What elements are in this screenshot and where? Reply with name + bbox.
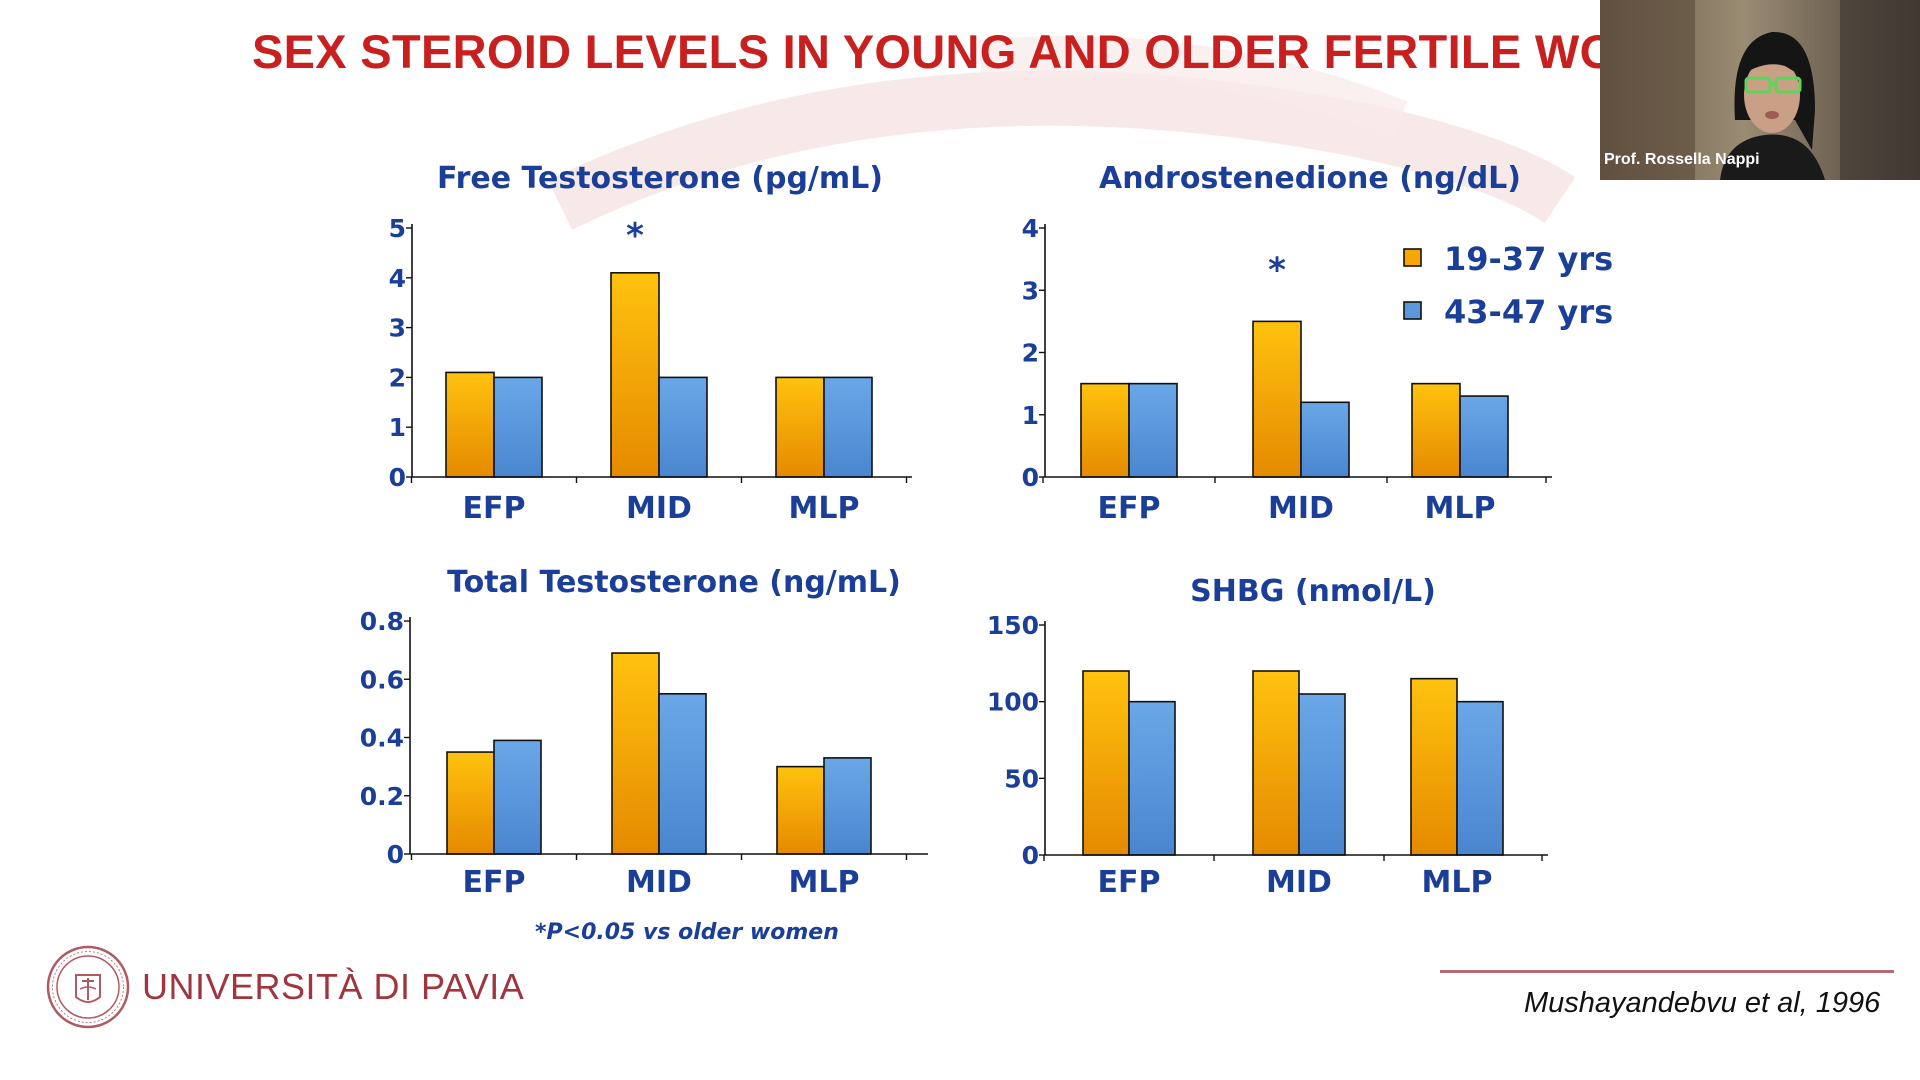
category-label-mid: MID — [626, 865, 692, 900]
bar-mlp-series-2 — [1459, 395, 1509, 478]
category-label-mlp: MLP — [789, 491, 860, 526]
speaker-video-frame-icon — [1600, 0, 1920, 180]
significance-asterisk: * — [626, 216, 644, 256]
bar-efp-series-1 — [445, 371, 495, 478]
y-tick-label: 0 — [1022, 463, 1039, 492]
y-tick-label: 5 — [389, 214, 406, 243]
legend-swatch-1 — [1403, 248, 1422, 267]
bar-efp-series-2 — [1128, 700, 1176, 856]
bar-mid-series-2 — [1300, 401, 1350, 478]
category-label-efp: EFP — [463, 865, 526, 900]
y-tick-label: 0.6 — [360, 665, 404, 694]
citation-text: Mushayandebvu et al, 1996 — [1524, 987, 1881, 1019]
y-tick-label: 0.4 — [360, 724, 404, 753]
bar-mlp-series-1 — [776, 765, 825, 855]
y-tick-label: 1 — [1022, 401, 1039, 430]
category-label-mlp: MLP — [789, 865, 860, 900]
y-tick-label: 4 — [1022, 214, 1039, 243]
y-tick-label: 0 — [389, 463, 406, 492]
bar-mlp-series-2 — [823, 376, 873, 478]
category-label-mid: MID — [1266, 865, 1332, 900]
significance-asterisk: * — [1268, 250, 1286, 290]
y-tick-label: 100 — [987, 688, 1039, 717]
bar-mlp-series-1 — [1411, 382, 1461, 478]
y-tick-label: 2 — [389, 363, 406, 392]
bar-mid-series-1 — [1252, 670, 1300, 856]
bar-mid-series-2 — [658, 693, 707, 855]
university-name: UNIVERSITÀ DI PAVIA — [142, 966, 525, 1007]
y-tick-label: 0 — [1022, 841, 1039, 870]
citation-divider — [1440, 970, 1894, 973]
legend-label-2: 43-47 yrs — [1444, 293, 1613, 331]
category-label-efp: EFP — [1098, 491, 1161, 526]
bar-mlp-series-2 — [823, 757, 872, 855]
bar-efp-series-2 — [493, 739, 542, 855]
y-tick-label: 3 — [389, 314, 406, 343]
y-tick-label: 2 — [1022, 339, 1039, 368]
category-label-mlp: MLP — [1425, 491, 1496, 526]
significance-footnote: *P<0.05 vs older women — [535, 920, 839, 945]
category-label-mlp: MLP — [1422, 865, 1493, 900]
y-tick-label: 3 — [1022, 276, 1039, 305]
bar-efp-series-1 — [446, 751, 495, 855]
bar-mlp-series-1 — [1410, 677, 1458, 856]
y-tick-label: 150 — [987, 611, 1039, 640]
y-tick-label: 50 — [1004, 764, 1039, 793]
bar-mid-series-1 — [1252, 320, 1302, 478]
bar-mid-series-1 — [611, 652, 660, 855]
slide-title: SEX STEROID LEVELS IN YOUNG AND OLDER FE… — [252, 25, 1656, 78]
bar-mlp-series-2 — [1456, 700, 1504, 856]
speaker-name-label: Prof. Rossella Nappi — [1604, 151, 1760, 168]
legend-label-1: 19-37 yrs — [1444, 240, 1613, 278]
category-label-mid: MID — [1268, 491, 1334, 526]
bar-mid-series-2 — [1298, 693, 1346, 856]
chart-title: Total Testosterone (ng/mL) — [447, 565, 901, 600]
bar-efp-series-2 — [1128, 382, 1178, 478]
chart-title: Free Testosterone (pg/mL) — [437, 161, 883, 196]
legend-swatch-2 — [1403, 301, 1422, 320]
university-seal-logo — [46, 945, 130, 1029]
category-label-efp: EFP — [1098, 865, 1161, 900]
bar-mid-series-2 — [658, 376, 708, 478]
y-tick-label: 4 — [389, 264, 406, 293]
y-tick-label: 0 — [387, 840, 404, 869]
category-label-mid: MID — [626, 491, 692, 526]
bar-mid-series-1 — [610, 272, 660, 478]
y-tick-label: 0.8 — [360, 607, 404, 636]
chart-title: Androstenedione (ng/dL) — [1099, 161, 1521, 196]
chart-title: SHBG (nmol/L) — [1190, 574, 1436, 609]
bar-efp-series-1 — [1080, 382, 1130, 478]
speaker-webcam-video[interactable] — [1600, 0, 1920, 180]
y-tick-label: 0.2 — [360, 782, 404, 811]
category-label-efp: EFP — [463, 491, 526, 526]
y-tick-label: 1 — [389, 413, 406, 442]
